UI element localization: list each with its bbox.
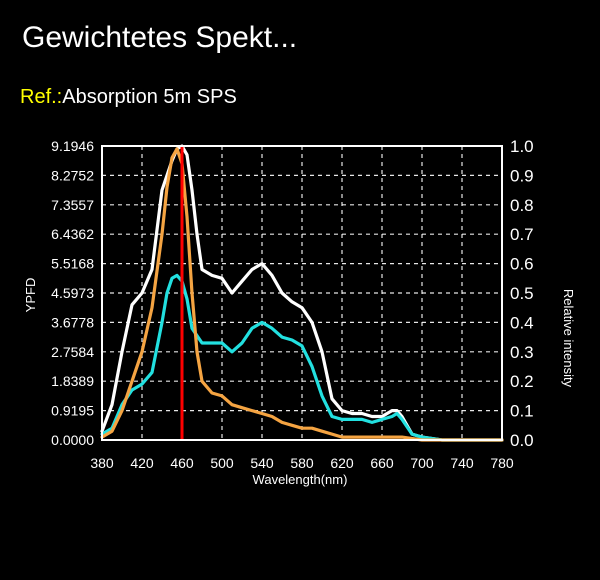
right-tick-label: 0.5 — [510, 284, 534, 303]
right-tick-label: 0.8 — [510, 196, 534, 215]
left-axis-title: YPFD — [23, 278, 38, 313]
right-tick-label: 0.1 — [510, 402, 534, 421]
x-axis-title: Wavelength(nm) — [253, 472, 348, 487]
x-tick-label: 460 — [170, 455, 194, 471]
left-tick-label: 4.5973 — [51, 285, 94, 301]
left-tick-label: 9.1946 — [51, 138, 94, 154]
plot-frame — [101, 145, 503, 441]
left-tick-label: 6.4362 — [51, 226, 94, 242]
reference-value[interactable]: Absorption 5m SPS — [62, 86, 237, 108]
right-tick-label: 0.4 — [510, 313, 534, 332]
left-tick-label: 0.0000 — [51, 432, 94, 448]
x-tick-label: 780 — [490, 455, 514, 471]
left-tick-label: 7.3557 — [51, 197, 94, 213]
x-tick-label: 740 — [450, 455, 474, 471]
x-tick-label: 540 — [250, 455, 274, 471]
right-tick-label: 1.0 — [510, 137, 534, 156]
reference-label: Ref.: — [20, 86, 63, 108]
right-ticks: 0.0 0.1 0.2 0.3 0.4 0.5 0.6 0.7 0.8 0.9 1.0 — [510, 137, 534, 450]
left-tick-label: 3.6778 — [51, 314, 94, 330]
right-axis-title: Relative intensity — [561, 289, 576, 388]
x-tick-label: 500 — [210, 455, 234, 471]
left-tick-label: 8.2752 — [51, 167, 94, 183]
left-tick-label: 2.7584 — [51, 344, 94, 360]
right-tick-label: 0.2 — [510, 372, 534, 391]
x-tick-label: 660 — [370, 455, 394, 471]
series-group — [100, 144, 504, 442]
x-ticks: 380 420 460 500 540 580 620 660 700 740 780 — [90, 455, 514, 471]
x-tick-label: 580 — [290, 455, 314, 471]
x-tick-label: 620 — [330, 455, 354, 471]
x-tick-label: 420 — [130, 455, 154, 471]
reference-row[interactable]: Ref.:Absorption 5m SPS — [20, 84, 237, 110]
right-tick-label: 0.7 — [510, 225, 534, 244]
series-line-2 — [100, 273, 504, 442]
left-ticks: 0.0000 0.9195 1.8389 2.7584 3.6778 4.5973 5.51… — [51, 138, 94, 448]
left-tick-label: 0.9195 — [51, 403, 94, 419]
series-line-3 — [100, 147, 504, 442]
left-tick-label: 5.5168 — [51, 256, 94, 272]
right-tick-label: 0.6 — [510, 255, 534, 274]
x-tick-label: 380 — [90, 455, 114, 471]
right-tick-label: 0.9 — [510, 166, 534, 185]
screen-title: Gewichtetes Spekt... — [22, 21, 298, 54]
left-tick-label: 1.8389 — [51, 373, 94, 389]
right-tick-label: 0.0 — [510, 431, 534, 450]
right-tick-label: 0.3 — [510, 343, 534, 362]
x-tick-label: 700 — [410, 455, 434, 471]
